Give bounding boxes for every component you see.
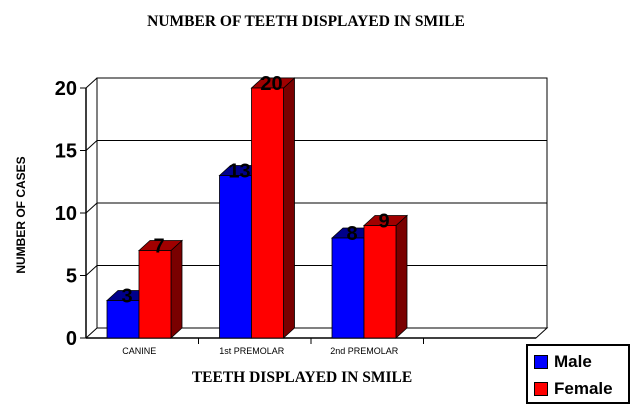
bar-side	[283, 77, 295, 339]
data-label: 8	[346, 223, 357, 245]
legend-label-male: Male	[554, 352, 592, 371]
y-tick-label: 20	[55, 78, 77, 100]
legend-label-female: Female	[554, 379, 613, 398]
axes: 0 5 10 15 20 CANINE 1st PREMOLAR 2nd PREMOLAR	[55, 78, 536, 356]
x-tick-label: 1st PREMOLAR	[219, 346, 285, 356]
y-tick-label: 10	[55, 203, 77, 225]
bar-front	[331, 237, 365, 339]
gridline	[85, 77, 547, 89]
y-tick-label: 15	[55, 141, 77, 163]
bar-front	[219, 175, 252, 339]
legend-item-male: Male	[534, 352, 592, 372]
bar-side	[395, 214, 408, 339]
legend-item-female: Female	[534, 379, 613, 399]
gridline	[85, 202, 547, 214]
bar-side	[170, 239, 183, 339]
x-axis-title: TEETH DISPLAYED IN SMILE	[192, 369, 412, 386]
chart-title: NUMBER OF TEETH DISPLAYED IN SMILE	[147, 13, 465, 30]
bar-front	[138, 250, 172, 339]
y-tick-label: 0	[66, 328, 77, 350]
bar-front	[251, 87, 284, 339]
data-label: 20	[260, 73, 282, 95]
y-tick-label: 5	[66, 266, 77, 288]
x-tick-label: CANINE	[122, 346, 156, 356]
data-label: 3	[121, 286, 132, 308]
bar-front	[363, 225, 397, 339]
gridline	[85, 140, 547, 151]
legend-swatch-female	[534, 382, 548, 396]
bars	[105, 77, 409, 339]
legend: Male Female	[526, 344, 630, 404]
bar-female-2	[250, 77, 296, 339]
data-label: 9	[378, 211, 389, 233]
legend-swatch-male	[534, 355, 548, 369]
x-tick-label: 2nd PREMOLAR	[330, 346, 399, 356]
data-label: 13	[228, 161, 250, 183]
data-labels: 3 13 8 7 20 9	[121, 73, 389, 308]
data-label: 7	[153, 236, 164, 258]
bar-female-1	[137, 239, 184, 339]
bar-female-3	[362, 214, 409, 339]
y-axis-title: NUMBER OF CASES	[14, 156, 28, 273]
